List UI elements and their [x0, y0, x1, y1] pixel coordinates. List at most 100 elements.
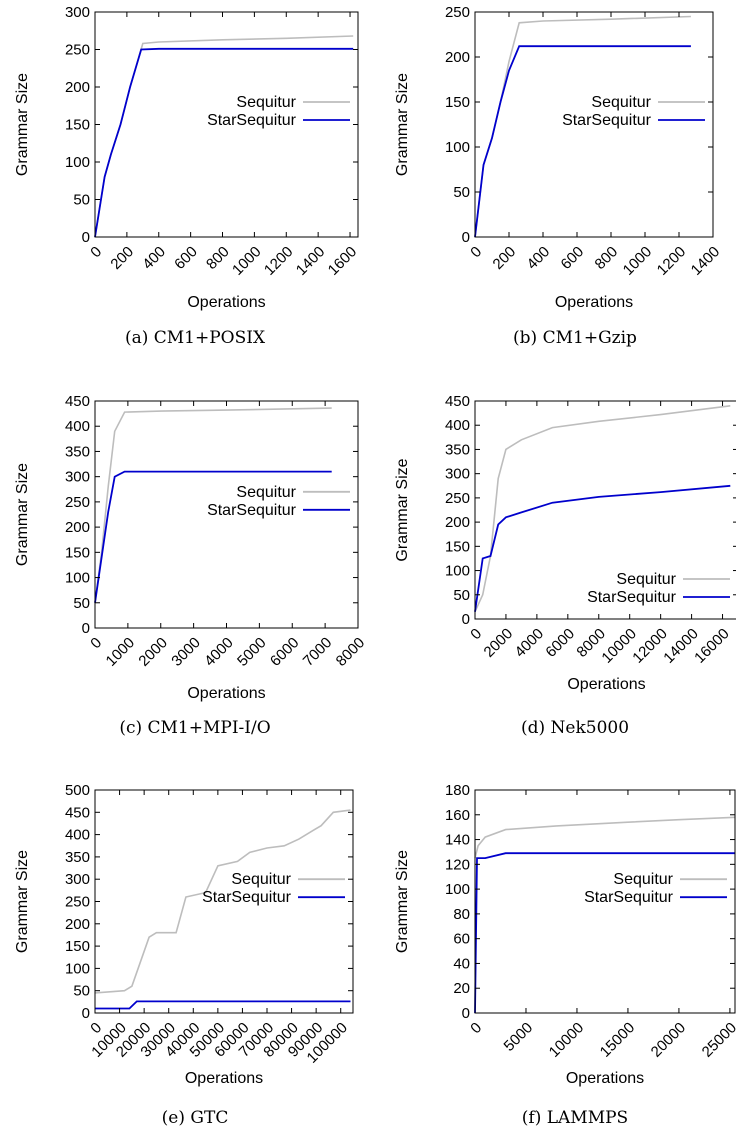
y-tick-label: 400 — [65, 418, 90, 435]
y-tick-label: 300 — [65, 469, 90, 486]
x-tick-label: 400 — [139, 243, 169, 273]
series-line-sequitur — [474, 816, 736, 859]
y-tick-label: 80 — [453, 906, 470, 923]
y-tick-label: 250 — [65, 494, 90, 511]
y-tick-label: 250 — [65, 894, 90, 911]
x-tick-label: 10000 — [546, 1019, 588, 1061]
x-tick-label: 6000 — [267, 634, 303, 670]
x-tick-label: 1400 — [293, 243, 329, 279]
x-tick-label: 4000 — [512, 625, 548, 661]
panel-caption: (c) CM1+MPI-I/O — [119, 718, 270, 738]
y-tick-label: 450 — [65, 804, 90, 821]
x-tick-label: 800 — [592, 243, 622, 273]
x-axis-label: Operations — [555, 294, 633, 311]
x-tick-label: 1000 — [229, 243, 265, 279]
y-tick-label: 0 — [82, 1005, 90, 1022]
series-line-starsequitur — [474, 45, 691, 238]
y-tick-label: 300 — [445, 466, 470, 483]
y-axis-label: Grammar Size — [14, 73, 31, 176]
x-tick-label: 1000 — [103, 634, 139, 670]
x-tick-label: 400 — [524, 243, 554, 273]
x-tick-label: 15000 — [597, 1019, 639, 1061]
x-tick-label: 5000 — [234, 634, 270, 670]
series-line-starsequitur — [94, 47, 354, 238]
x-tick-label: 7000 — [300, 634, 336, 670]
y-tick-label: 350 — [65, 443, 90, 460]
x-tick-label: 16000 — [691, 625, 733, 667]
series-line-sequitur — [474, 405, 731, 613]
y-tick-label: 400 — [65, 827, 90, 844]
y-tick-label: 100 — [445, 139, 470, 156]
y-tick-label: 60 — [453, 931, 470, 948]
series-line-starsequitur — [95, 1000, 351, 1010]
x-tick-label: 1200 — [261, 243, 297, 279]
legend-label-sequitur: Sequitur — [591, 94, 651, 111]
series-line-starsequitur — [474, 852, 735, 1014]
y-tick-label: 200 — [445, 514, 470, 531]
y-tick-label: 50 — [73, 192, 90, 209]
series-line-sequitur — [94, 809, 351, 994]
legend-label-sequitur: Sequitur — [236, 94, 296, 111]
y-axis-label: Grammar Size — [394, 73, 411, 176]
y-tick-label: 50 — [73, 595, 90, 612]
y-tick-label: 0 — [462, 611, 470, 628]
y-tick-label: 250 — [65, 42, 90, 59]
y-axis-label: Grammar Size — [394, 458, 411, 561]
y-tick-label: 250 — [445, 4, 470, 21]
chart-panel-5: 0501001502002503003504004505000100002000… — [14, 782, 354, 1128]
y-tick-label: 160 — [445, 807, 470, 824]
y-tick-label: 150 — [65, 938, 90, 955]
y-tick-label: 500 — [65, 782, 90, 799]
x-tick-label: 0 — [87, 243, 105, 261]
y-tick-label: 0 — [82, 620, 90, 637]
y-tick-label: 300 — [65, 871, 90, 888]
y-tick-label: 150 — [445, 538, 470, 555]
y-tick-label: 350 — [445, 441, 470, 458]
y-tick-label: 0 — [462, 229, 470, 246]
x-tick-label: 10000 — [598, 625, 640, 667]
y-tick-label: 100 — [65, 154, 90, 171]
chart-panel-3: 0501001502002503003504004500100020003000… — [14, 393, 368, 738]
plot-frame — [474, 789, 736, 1014]
x-tick-label: 200 — [107, 243, 137, 273]
legend-label-sequitur: Sequitur — [616, 571, 676, 588]
y-tick-label: 200 — [65, 79, 90, 96]
legend-label-sequitur: Sequitur — [236, 484, 296, 501]
x-tick-label: 14000 — [660, 625, 702, 667]
x-tick-label: 600 — [558, 243, 588, 273]
x-axis-label: Operations — [185, 1070, 263, 1087]
x-tick-label: 6000 — [542, 625, 578, 661]
plot-frame — [474, 11, 714, 238]
y-tick-label: 200 — [65, 916, 90, 933]
plot-frame — [474, 400, 736, 620]
legend-label-starsequitur: StarSequitur — [207, 112, 297, 129]
x-tick-label: 1200 — [654, 243, 690, 279]
x-axis-label: Operations — [566, 1070, 644, 1087]
legend-label-starsequitur: StarSequitur — [202, 889, 292, 906]
y-tick-label: 50 — [453, 184, 470, 201]
x-axis-label: Operations — [567, 676, 645, 693]
x-tick-label: 5000 — [501, 1019, 537, 1055]
legend-label-starsequitur: StarSequitur — [584, 889, 674, 906]
x-tick-label: 1400 — [688, 243, 724, 279]
y-tick-label: 40 — [453, 955, 470, 972]
x-tick-label: 8000 — [333, 634, 369, 670]
legend-label-starsequitur: StarSequitur — [207, 502, 297, 519]
y-tick-label: 120 — [445, 856, 470, 873]
y-tick-label: 20 — [453, 980, 470, 997]
y-tick-label: 100 — [65, 570, 90, 587]
x-tick-label: 1000 — [620, 243, 656, 279]
x-tick-label: 2000 — [135, 634, 171, 670]
legend-label-sequitur: Sequitur — [231, 871, 291, 888]
y-tick-label: 400 — [445, 417, 470, 434]
x-tick-label: 800 — [203, 243, 233, 273]
panel-caption: (b) CM1+Gzip — [513, 328, 637, 348]
y-tick-label: 140 — [445, 832, 470, 849]
x-tick-label: 12000 — [629, 625, 671, 667]
x-tick-label: 0 — [467, 625, 485, 643]
y-tick-label: 150 — [445, 94, 470, 111]
